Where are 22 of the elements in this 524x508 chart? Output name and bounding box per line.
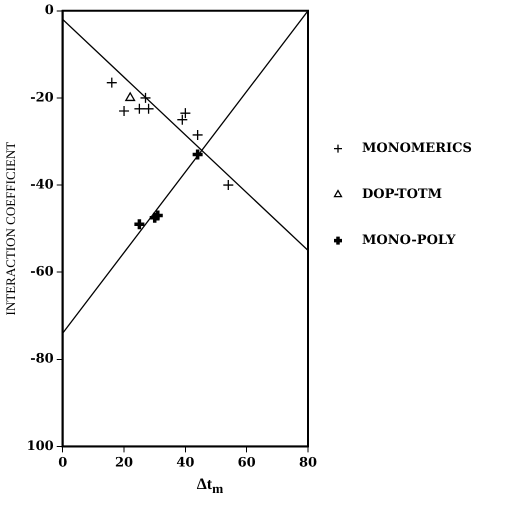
point <box>125 92 136 102</box>
point <box>190 148 204 162</box>
legend-label: MONOMERICS <box>362 140 472 156</box>
y-tick-label: 0 <box>44 3 54 18</box>
point <box>192 129 204 141</box>
x-tick-label: 60 <box>238 456 256 471</box>
x-tick-label: 0 <box>58 456 68 471</box>
y-tick-label: -60 <box>30 264 54 280</box>
legend-label: MONO-POLY <box>362 232 456 248</box>
y-tick-label: 100 <box>26 438 54 454</box>
x-tick-label: 20 <box>115 456 134 471</box>
point <box>118 105 130 117</box>
point <box>151 208 165 222</box>
point <box>132 217 146 231</box>
y-tick-label: -40 <box>30 177 54 192</box>
y-tick-label: -20 <box>30 90 54 106</box>
x-tick-label: 80 <box>298 456 318 471</box>
y-axis-title: INTERACTION COEFFICIENT <box>3 142 18 316</box>
legend-label: DOP-TOTM <box>362 186 442 202</box>
y-tick-label: -80 <box>30 352 54 367</box>
x-axis-title: Δt$_{m}$ <box>196 476 224 498</box>
x-tick-label: 40 <box>176 456 194 471</box>
